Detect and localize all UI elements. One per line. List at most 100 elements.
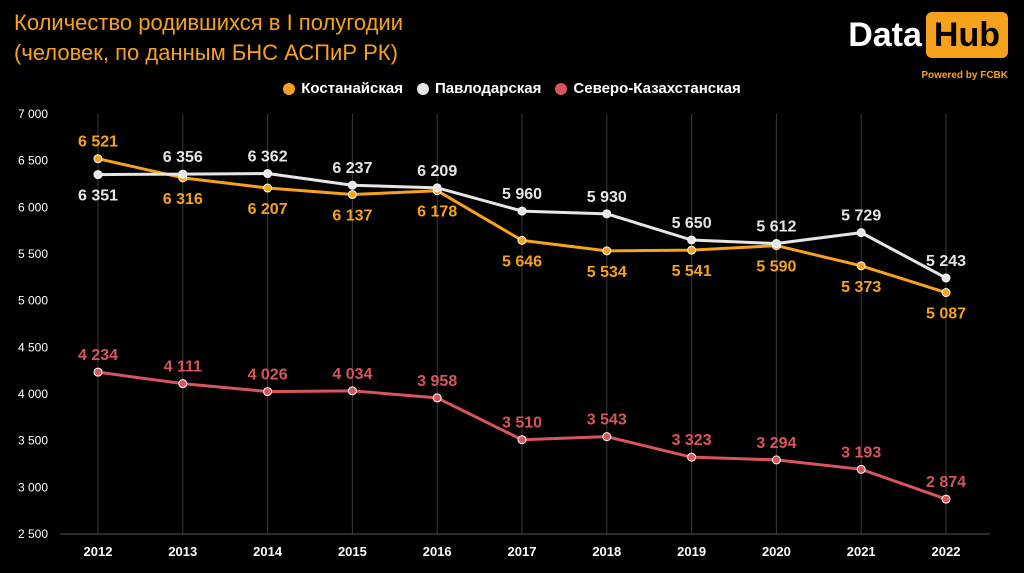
y-tick-label-6000: 6 000 bbox=[18, 200, 48, 214]
title-line-1: Количество родившихся в I полугодии bbox=[14, 10, 404, 35]
data-point-s1-2016 bbox=[432, 183, 442, 193]
x-tick-label-2014: 2014 bbox=[253, 544, 283, 559]
data-point-s1-2019 bbox=[687, 235, 697, 245]
x-tick-label-2021: 2021 bbox=[847, 544, 876, 559]
data-label-s2-2022: 2 874 bbox=[926, 474, 966, 491]
data-point-s1-2022 bbox=[941, 273, 951, 283]
data-label-s0-2017: 5 646 bbox=[502, 253, 542, 270]
data-label-s0-2015: 6 137 bbox=[332, 208, 372, 225]
x-tick-label-2020: 2020 bbox=[762, 544, 791, 559]
x-tick-label-2019: 2019 bbox=[677, 544, 706, 559]
data-point-s1-2015 bbox=[347, 180, 357, 190]
data-label-s2-2014: 4 026 bbox=[248, 367, 288, 384]
data-point-s2-2015 bbox=[347, 386, 357, 396]
data-label-s1-2015: 6 237 bbox=[332, 160, 372, 177]
data-point-s1-2021 bbox=[856, 228, 866, 238]
data-label-s2-2013: 4 111 bbox=[164, 359, 202, 376]
legend-dot-pavlodar bbox=[416, 82, 429, 95]
data-point-s1-2014 bbox=[263, 169, 273, 179]
y-tick-label-7000: 7 000 bbox=[18, 107, 48, 121]
data-label-s2-2021: 3 193 bbox=[841, 444, 881, 461]
data-label-s1-2017: 5 960 bbox=[502, 186, 542, 203]
legend-item-pavlodar: Павлодарская bbox=[416, 80, 542, 97]
data-label-s0-2018: 5 534 bbox=[587, 264, 627, 281]
logo-tagline: Powered by FCBK bbox=[921, 70, 1008, 81]
legend-label-pavlodar: Павлодарская bbox=[434, 80, 542, 97]
x-tick-label-2018: 2018 bbox=[592, 544, 621, 559]
data-point-s0-2022 bbox=[941, 288, 951, 298]
data-point-s1-2018 bbox=[602, 209, 612, 219]
data-point-s2-2021 bbox=[856, 464, 866, 474]
data-point-s2-2017 bbox=[517, 435, 527, 445]
data-label-s0-2020: 5 590 bbox=[756, 259, 796, 276]
data-label-s2-2020: 3 294 bbox=[756, 435, 796, 452]
data-label-s1-2022: 5 243 bbox=[926, 253, 966, 270]
y-tick-label-4000: 4 000 bbox=[18, 387, 48, 401]
logo-data-text: Data bbox=[848, 15, 922, 54]
title-line-2: (человек, по данным БНС АСПиР РК) bbox=[14, 40, 398, 65]
x-tick-label-2015: 2015 bbox=[338, 544, 367, 559]
data-point-s1-2012 bbox=[93, 170, 103, 180]
data-label-s1-2020: 5 612 bbox=[756, 219, 796, 236]
data-label-s2-2018: 3 543 bbox=[587, 412, 627, 429]
y-tick-label-5000: 5 000 bbox=[18, 294, 48, 308]
data-label-s0-2013: 6 316 bbox=[163, 191, 203, 208]
legend-label-north-kazakhstan: Северо-Казахстанская bbox=[573, 80, 741, 97]
data-point-s0-2015 bbox=[347, 190, 357, 200]
data-label-s1-2014: 6 362 bbox=[248, 149, 288, 166]
datahub-logo: Data Hub bbox=[848, 12, 1008, 58]
data-label-s0-2014: 6 207 bbox=[248, 201, 288, 218]
data-point-s0-2014 bbox=[263, 183, 273, 193]
x-tick-label-2013: 2013 bbox=[168, 544, 197, 559]
data-point-s1-2013 bbox=[178, 169, 188, 179]
y-tick-label-3500: 3 500 bbox=[18, 434, 48, 448]
data-point-s0-2012 bbox=[93, 154, 103, 164]
data-point-s2-2012 bbox=[93, 367, 103, 377]
data-label-s0-2021: 5 373 bbox=[841, 279, 881, 296]
legend-item-kostanay: Костанайская bbox=[283, 80, 403, 97]
data-point-s0-2017 bbox=[517, 235, 527, 245]
data-label-s2-2016: 3 958 bbox=[417, 373, 457, 390]
data-label-s1-2012: 6 351 bbox=[78, 188, 118, 205]
data-point-s2-2018 bbox=[602, 432, 612, 442]
data-point-s2-2014 bbox=[263, 387, 273, 397]
data-point-s1-2017 bbox=[517, 206, 527, 216]
data-point-s2-2016 bbox=[432, 393, 442, 403]
legend-label-kostanay: Костанайская bbox=[301, 80, 403, 97]
data-label-s2-2012: 4 234 bbox=[78, 347, 118, 364]
data-label-s0-2022: 5 087 bbox=[926, 306, 966, 323]
y-tick-label-6500: 6 500 bbox=[18, 154, 48, 168]
data-label-s1-2018: 5 930 bbox=[587, 189, 627, 206]
data-label-s0-2019: 5 541 bbox=[672, 263, 712, 280]
legend-dot-north-kazakhstan bbox=[555, 82, 568, 95]
x-tick-label-2016: 2016 bbox=[423, 544, 452, 559]
x-tick-label-2022: 2022 bbox=[932, 544, 961, 559]
data-point-s2-2022 bbox=[941, 494, 951, 504]
x-tick-label-2012: 2012 bbox=[84, 544, 113, 559]
data-point-s0-2019 bbox=[687, 245, 697, 255]
legend-item-north-kazakhstan: Северо-Казахстанская bbox=[555, 80, 741, 97]
logo-hub-text: Hub bbox=[925, 12, 1008, 58]
y-tick-label-4500: 4 500 bbox=[18, 340, 48, 354]
legend-dot-kostanay bbox=[283, 82, 296, 95]
data-label-s1-2013: 6 356 bbox=[163, 149, 203, 166]
y-tick-label-5500: 5 500 bbox=[18, 247, 48, 261]
y-tick-label-3000: 3 000 bbox=[18, 480, 48, 494]
data-point-s1-2020 bbox=[771, 239, 781, 249]
data-point-s2-2019 bbox=[687, 452, 697, 462]
data-label-s1-2019: 5 650 bbox=[672, 215, 712, 232]
data-label-s0-2016: 6 178 bbox=[417, 204, 457, 221]
chart-title: Количество родившихся в I полугодии (чел… bbox=[14, 8, 403, 68]
data-label-s2-2017: 3 510 bbox=[502, 415, 542, 432]
chart-legend: Костанайская Павлодарская Северо-Казахст… bbox=[0, 80, 1024, 97]
data-label-s2-2015: 4 034 bbox=[332, 366, 372, 383]
data-label-s1-2021: 5 729 bbox=[841, 208, 881, 225]
data-point-s2-2013 bbox=[178, 379, 188, 389]
x-tick-label-2017: 2017 bbox=[508, 544, 537, 559]
data-point-s0-2018 bbox=[602, 246, 612, 256]
data-label-s1-2016: 6 209 bbox=[417, 163, 457, 180]
data-point-s2-2020 bbox=[771, 455, 781, 465]
y-tick-label-2500: 2 500 bbox=[18, 527, 48, 541]
data-label-s0-2012: 6 521 bbox=[78, 134, 118, 151]
